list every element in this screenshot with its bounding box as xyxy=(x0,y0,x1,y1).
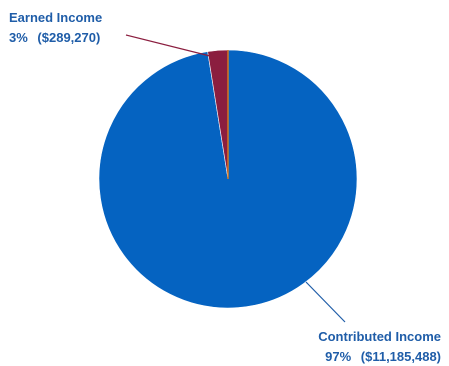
earned-income-label: Earned Income xyxy=(9,10,102,25)
pie-slices xyxy=(98,49,358,309)
contributed-income-percent: 97% xyxy=(325,349,351,364)
contributed-income-value-label: 97% ($11,185,488) xyxy=(325,349,441,364)
earned-income-value-label: 3% ($289,270) xyxy=(9,30,100,45)
earned-income-percent: 3% xyxy=(9,30,28,45)
earned-income-amount: ($289,270) xyxy=(37,30,100,45)
contributed-income-label: Contributed Income xyxy=(318,329,441,344)
contributed-income-amount: ($11,185,488) xyxy=(361,349,441,364)
earned-income-leader-line xyxy=(125,34,211,57)
contributed-income-leader-line xyxy=(305,281,346,323)
